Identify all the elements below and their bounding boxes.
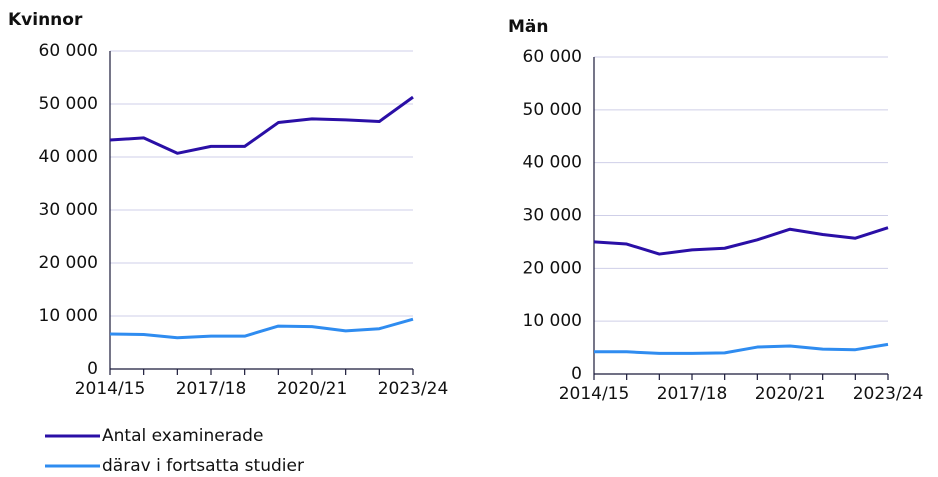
line-series [109,317,414,340]
y-tick-label: 20 000 [523,258,582,278]
line-series [593,226,889,256]
y-tick-label: 50 000 [39,94,98,114]
y-tick-label: 40 000 [523,153,582,173]
y-tick-label: 60 000 [39,41,98,61]
chart-title: Kvinnor [8,10,83,30]
legend-label: därav i fortsatta studier [102,456,304,476]
y-tick-label: 10 000 [523,311,582,331]
x-tick-label: 2017/18 [176,379,247,399]
x-tick-label: 2014/15 [559,384,630,404]
line-series [109,95,414,155]
x-tick-label: 2017/18 [657,384,728,404]
legend-label: Antal examinerade [102,426,263,446]
x-tick-label: 2023/24 [378,379,449,399]
x-tick-label: 2020/21 [277,379,348,399]
x-tick-label: 2020/21 [755,384,826,404]
y-tick-label: 40 000 [39,147,98,167]
y-tick-label: 0 [87,359,98,379]
y-tick-label: 30 000 [39,200,98,220]
line-series [594,342,889,355]
y-tick-label: 0 [571,364,582,384]
y-tick-label: 50 000 [523,100,582,120]
y-tick-label: 60 000 [523,47,582,67]
y-tick-label: 30 000 [523,206,582,226]
y-tick-label: 10 000 [39,306,98,326]
y-tick-label: 20 000 [39,253,98,273]
chart-title: Män [508,17,549,37]
x-tick-label: 2023/24 [853,384,924,404]
x-tick-label: 2014/15 [75,379,146,399]
